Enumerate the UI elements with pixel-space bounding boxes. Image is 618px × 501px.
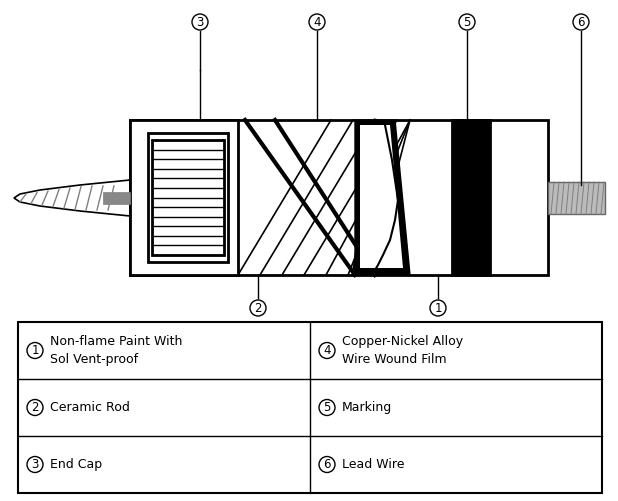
Text: 4: 4 (313, 16, 321, 29)
Circle shape (573, 14, 589, 30)
Text: 2: 2 (32, 401, 39, 414)
Text: Non-flame Paint With
Sol Vent-proof: Non-flame Paint With Sol Vent-proof (50, 335, 182, 366)
Bar (548, 182, 605, 214)
Circle shape (319, 343, 335, 359)
Circle shape (430, 300, 446, 316)
Polygon shape (355, 120, 410, 275)
Text: 1: 1 (32, 344, 39, 357)
Circle shape (250, 300, 266, 316)
Text: End Cap: End Cap (50, 458, 102, 471)
Text: 5: 5 (464, 16, 471, 29)
Text: 3: 3 (32, 458, 39, 471)
Bar (148, 133, 228, 262)
Polygon shape (14, 180, 130, 216)
Circle shape (192, 14, 208, 30)
Text: 6: 6 (323, 458, 331, 471)
Text: 1: 1 (434, 302, 442, 315)
Text: 6: 6 (577, 16, 585, 29)
Text: 2: 2 (254, 302, 262, 315)
Bar (130, 120, 548, 275)
Circle shape (459, 14, 475, 30)
Circle shape (27, 456, 43, 472)
Circle shape (27, 343, 43, 359)
Text: 4: 4 (323, 344, 331, 357)
Text: 3: 3 (197, 16, 204, 29)
Circle shape (319, 399, 335, 415)
Bar (452, 120, 490, 275)
Text: Marking: Marking (342, 401, 392, 414)
Circle shape (309, 14, 325, 30)
Bar (130, 120, 238, 275)
Circle shape (319, 456, 335, 472)
Text: Ceramic Rod: Ceramic Rod (50, 401, 130, 414)
Text: Copper-Nickel Alloy
Wire Wound Film: Copper-Nickel Alloy Wire Wound Film (342, 335, 463, 366)
Polygon shape (360, 125, 403, 268)
Circle shape (27, 399, 43, 415)
Bar (152, 140, 224, 255)
Bar (103, 192, 130, 204)
Text: 5: 5 (323, 401, 331, 414)
Text: Lead Wire: Lead Wire (342, 458, 405, 471)
Bar (18, 322, 602, 493)
